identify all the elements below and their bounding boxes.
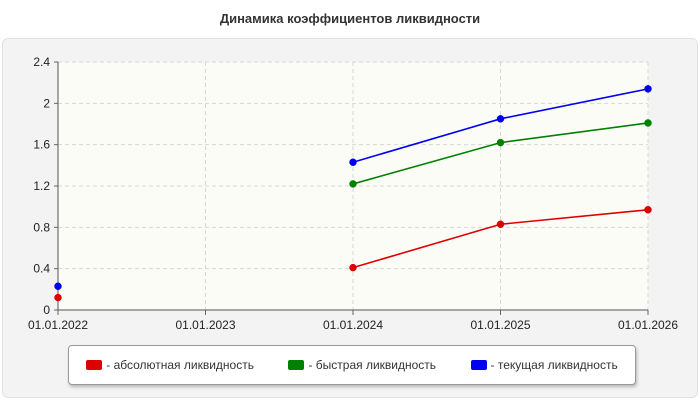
data-point-series-1 xyxy=(349,263,357,272)
x-tick-label: 01.01.2025 xyxy=(470,318,530,332)
data-point-series-1 xyxy=(644,206,652,214)
y-tick-label: 0.4 xyxy=(33,262,50,276)
x-tick-label: 01.01.2023 xyxy=(175,318,235,332)
legend-item: - быстрая ликвидность xyxy=(288,358,436,372)
chart-legend: - абсолютная ликвидность - быстрая ликвид… xyxy=(68,345,636,385)
data-point-series-3 xyxy=(496,115,505,123)
y-tick-label: 0 xyxy=(43,303,50,317)
y-tick-label: 2 xyxy=(43,96,50,110)
y-tick-label: 1.6 xyxy=(33,138,50,152)
y-tick-label: 2.4 xyxy=(33,55,50,69)
data-point-series-2 xyxy=(349,180,357,188)
data-point-series-1 xyxy=(496,220,505,228)
legend-swatch xyxy=(470,360,487,370)
data-point-series-3 xyxy=(644,85,652,93)
legend-label: - текущая ликвидность xyxy=(490,358,618,372)
legend-item: - абсолютная ликвидность xyxy=(86,358,254,372)
y-tick-label: 0.8 xyxy=(33,220,50,234)
x-tick-label: 01.01.2022 xyxy=(28,318,88,332)
legend-swatch xyxy=(86,360,103,370)
y-tick-label: 1.2 xyxy=(33,179,50,193)
legend-swatch xyxy=(288,360,305,370)
data-point-series-3 xyxy=(54,282,62,290)
data-point-series-2 xyxy=(644,119,652,127)
data-point-series-2 xyxy=(496,138,505,147)
x-tick-label: 01.01.2024 xyxy=(323,318,383,332)
legend-label: - быстрая ликвидность xyxy=(308,358,437,372)
legend-label: - абсолютная ликвидность xyxy=(106,358,254,372)
x-tick-label: 01.01.2026 xyxy=(618,318,678,332)
data-point-series-1 xyxy=(54,293,62,302)
data-point-series-3 xyxy=(349,158,357,166)
legend-item: - текущая ликвидность xyxy=(470,358,618,372)
chart-title: Динамика коэффициентов ликвидности xyxy=(219,11,481,26)
